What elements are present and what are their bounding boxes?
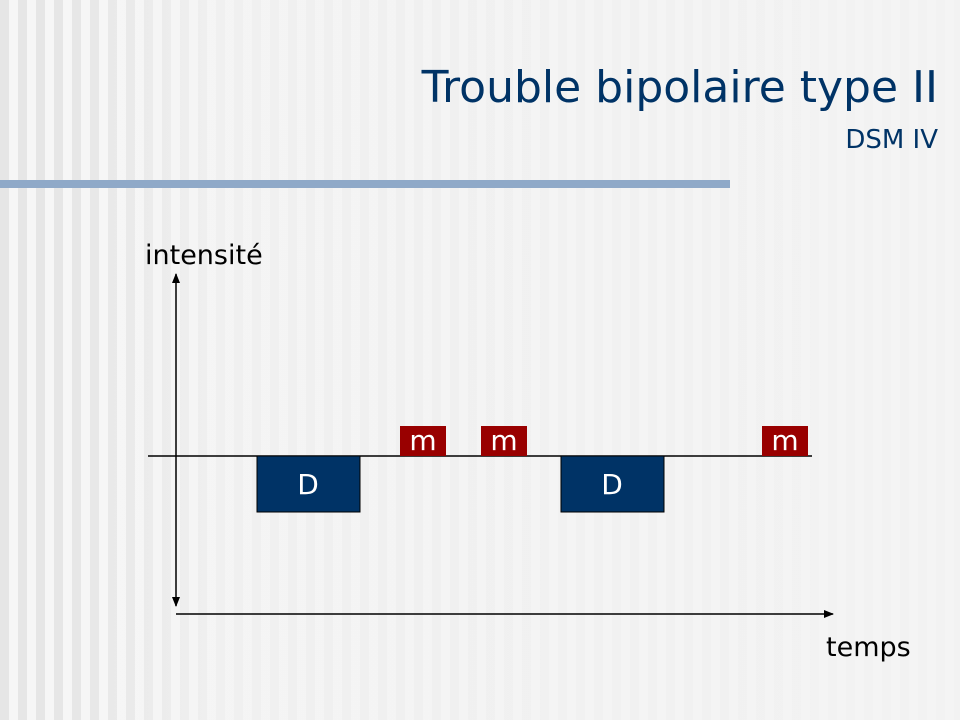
hypomania-block: [400, 426, 446, 456]
depression-block: [256, 455, 361, 513]
block-label: m: [409, 424, 436, 457]
title-rule: [0, 180, 730, 188]
block-label: D: [297, 468, 319, 501]
title: Trouble bipolaire type II: [421, 62, 938, 113]
depression-block: [560, 455, 665, 513]
hypomania-block: [762, 426, 808, 456]
x-axis-label: temps: [826, 632, 911, 663]
y-axis-label: intensité: [145, 240, 263, 271]
block-label: m: [771, 424, 798, 457]
subtitle: DSM IV: [845, 125, 938, 155]
hypomania-block: [481, 426, 527, 456]
block-label: m: [490, 424, 517, 457]
block-label: D: [601, 468, 623, 501]
